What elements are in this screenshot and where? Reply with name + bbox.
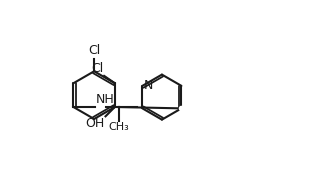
Text: CH₃: CH₃ (109, 122, 129, 132)
Text: Cl: Cl (88, 44, 100, 57)
Text: Cl: Cl (91, 62, 103, 75)
Text: OH: OH (86, 117, 105, 130)
Text: N: N (144, 79, 153, 92)
Text: NH: NH (96, 93, 115, 106)
